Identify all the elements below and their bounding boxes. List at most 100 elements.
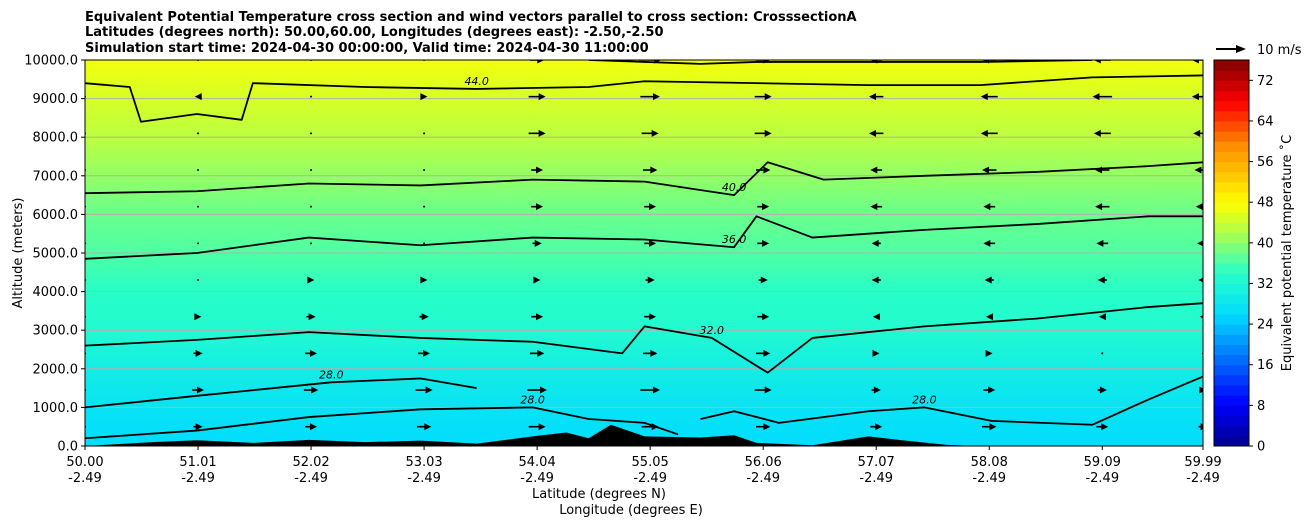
wind-arrow-head — [196, 386, 204, 394]
contour-label: 48.0 — [744, 48, 769, 61]
colorbar-segment — [1214, 181, 1249, 193]
wind-arrow-head — [872, 349, 880, 357]
contour-line — [700, 375, 1203, 426]
wind-arrow-head — [195, 423, 203, 431]
x-tick-label-lon: -2.49 — [68, 471, 102, 486]
y-tick-label: 3000.0 — [33, 324, 79, 339]
wind-dot — [197, 205, 200, 208]
wind-arrow-head — [760, 276, 768, 284]
colorbar-segment — [1214, 80, 1249, 91]
wind-dot — [1101, 352, 1104, 355]
y-axis: 0.0 1000.0 2000.0 3000.0 4000.0 5000.0 6000.0 7… — [24, 54, 85, 455]
x-tick-label-lat: 50.00 — [66, 455, 103, 470]
wind-arrow-head — [869, 93, 877, 101]
gridlines — [85, 60, 1203, 446]
wind-arrow-head — [762, 203, 770, 211]
contour-line — [85, 74, 1203, 123]
wind-arrow-head — [533, 276, 541, 284]
wind-arrow-head — [1191, 60, 1199, 64]
contour-label: 28.0 — [912, 393, 937, 406]
wind-arrow-head — [983, 203, 991, 211]
wind-arrow-head — [871, 276, 879, 284]
x-tick-label-lon: -2.49 — [633, 471, 667, 486]
wind-arrow-head — [1092, 93, 1100, 101]
wind-arrow-head — [985, 313, 993, 321]
wind-arrow-head — [422, 349, 430, 357]
contour-line — [588, 60, 1093, 65]
wind-arrow-head — [980, 93, 988, 101]
wind-arrow-head — [307, 276, 315, 284]
colorbar-segment — [1214, 374, 1249, 386]
wind-arrow-head — [983, 239, 991, 247]
colorbar-segment — [1214, 313, 1249, 325]
wind-arrow-head — [537, 349, 545, 357]
colorbar-segment — [1214, 385, 1249, 396]
x-tick-label-lat: 59.09 — [1084, 455, 1121, 470]
wind-arrow-head — [980, 129, 988, 137]
wind-arrow-head — [1093, 60, 1101, 64]
y-tick-label: 4000.0 — [33, 285, 79, 300]
colorbar-tick-label: 16 — [1257, 358, 1274, 373]
wind-arrow-head — [195, 349, 203, 357]
wind-arrow-head — [870, 166, 878, 174]
contour-label: 36.0 — [722, 233, 747, 246]
wind-arrow-head — [650, 349, 658, 357]
wind-arrow-head — [762, 313, 770, 321]
wind-dot — [310, 95, 313, 98]
x-tick-label-lat: 53.03 — [405, 455, 442, 470]
colorbar-segment — [1214, 435, 1249, 447]
plot-area: 28.0 28.0 28.0 32.0 36.0 40.0 44.0 48.0 — [85, 48, 1203, 446]
wind-arrow-head — [424, 423, 432, 431]
chart-title-line-1: Equivalent Potential Temperature cross s… — [85, 10, 857, 25]
contour-label: 40.0 — [722, 181, 747, 194]
colorbar-segment — [1214, 395, 1249, 406]
colorbar-segment — [1214, 283, 1249, 295]
colorbar-segment — [1214, 141, 1249, 152]
wind-arrow-head — [425, 386, 433, 394]
wind-dot — [197, 169, 200, 172]
wind-arrow-head — [764, 386, 772, 394]
wind-arrow-head — [989, 423, 997, 431]
x-tick-label-lon: -2.49 — [1085, 471, 1119, 486]
colorbar-segment — [1214, 364, 1249, 376]
wind-arrow-head — [1099, 386, 1107, 394]
wind-arrow-head — [194, 93, 202, 101]
colorbar-segment — [1214, 60, 1249, 71]
wind-dot — [423, 132, 426, 135]
x-tick-label-lat: 55.05 — [632, 455, 669, 470]
colorbar-tick-label: 64 — [1257, 114, 1274, 129]
wind-arrow-head — [649, 313, 657, 321]
colorbar-tick-label: 32 — [1257, 277, 1274, 292]
y-tick-label: 8000.0 — [33, 131, 79, 146]
colorbar-segment — [1214, 222, 1249, 234]
wind-dot — [197, 279, 200, 282]
colorbar-segment — [1214, 324, 1249, 335]
colorbar-segment — [1214, 90, 1249, 102]
contour-label: 44.0 — [464, 75, 489, 88]
wind-dot — [310, 205, 313, 208]
wind-arrow-head — [984, 276, 992, 284]
y-tick-label: 1000.0 — [33, 401, 79, 416]
x-axis-label-lat: Latitude (degrees N) — [532, 487, 666, 502]
y-tick-label: 6000.0 — [33, 208, 79, 223]
x-tick-label-lat: 56.06 — [745, 455, 782, 470]
colorbar-segment — [1214, 253, 1249, 264]
contour-label: 28.0 — [520, 393, 545, 406]
colorbar-segment — [1214, 415, 1249, 427]
contour-line — [85, 406, 679, 440]
colorbar-tick-label: 24 — [1257, 318, 1274, 333]
wind-dot — [197, 242, 200, 245]
contour-line — [85, 161, 1203, 196]
colorbar-segment — [1214, 100, 1249, 112]
colorbar-segment — [1214, 161, 1249, 173]
y-tick-label: 0.0 — [57, 440, 78, 455]
colorbar-tick-label: 48 — [1257, 196, 1274, 211]
wind-arrow-head — [1101, 423, 1109, 431]
wind-arrow-head — [537, 60, 545, 64]
wind-arrow-head — [649, 203, 657, 211]
colorbar-segment — [1214, 242, 1249, 254]
wind-vectors — [85, 60, 1203, 431]
y-tick-label: 10000.0 — [24, 54, 78, 69]
wind-arrow-head — [1198, 277, 1203, 283]
wind-dot — [310, 169, 313, 172]
